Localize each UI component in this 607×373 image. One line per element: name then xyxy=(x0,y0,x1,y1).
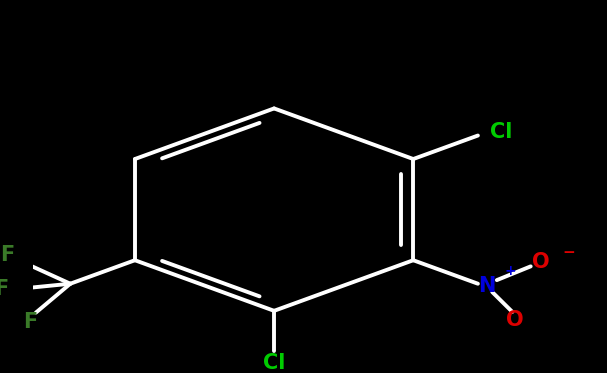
Text: −: − xyxy=(562,245,575,260)
Text: +: + xyxy=(505,264,517,278)
Text: F: F xyxy=(0,279,8,299)
Text: O: O xyxy=(506,310,524,330)
Text: Cl: Cl xyxy=(490,122,512,142)
Text: Cl: Cl xyxy=(263,353,285,373)
Text: F: F xyxy=(0,245,15,265)
Text: O: O xyxy=(532,252,550,272)
Text: N: N xyxy=(478,276,495,295)
Text: F: F xyxy=(23,312,37,332)
